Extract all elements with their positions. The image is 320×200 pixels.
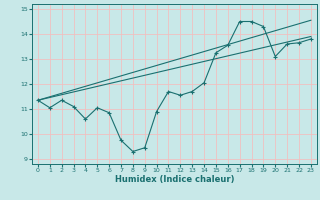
X-axis label: Humidex (Indice chaleur): Humidex (Indice chaleur) <box>115 175 234 184</box>
